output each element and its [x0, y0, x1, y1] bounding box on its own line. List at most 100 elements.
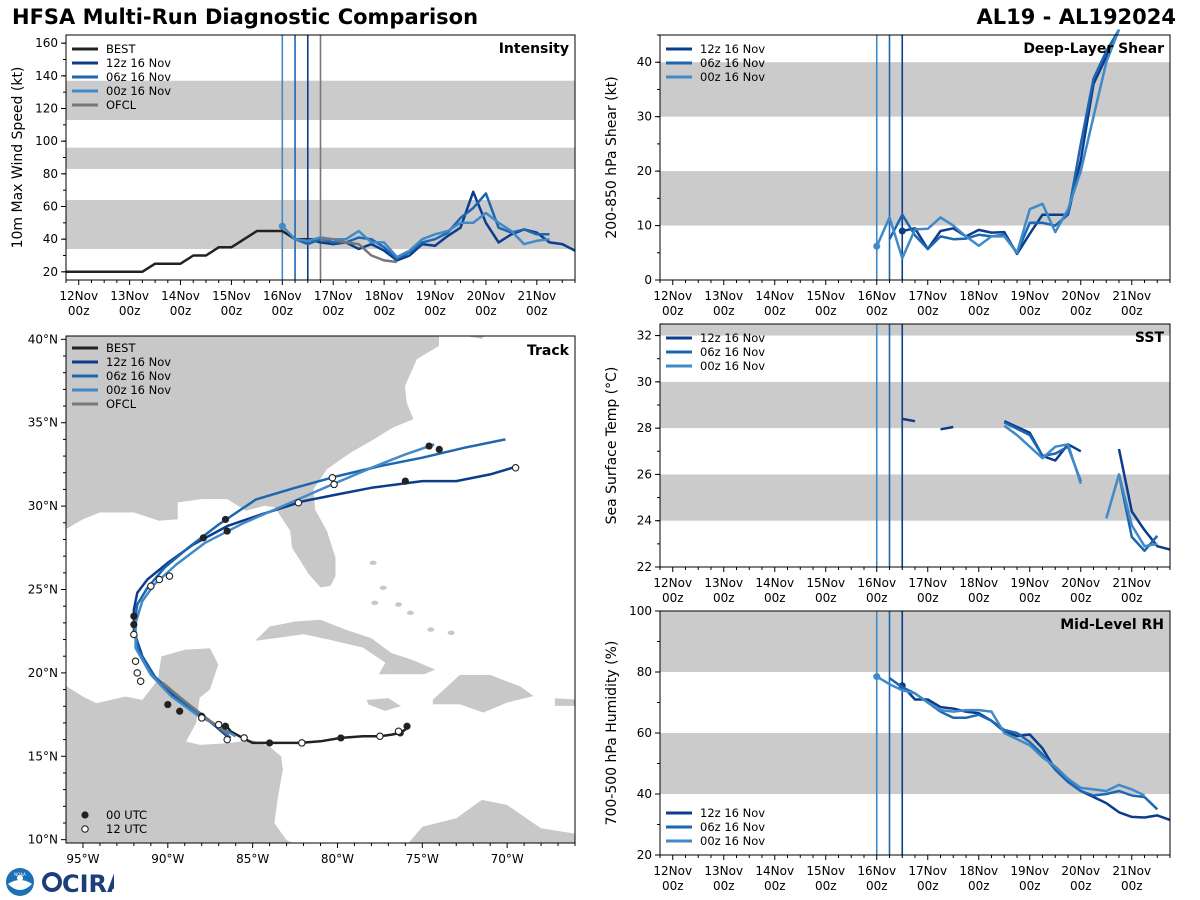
track-point-00utc	[130, 620, 138, 629]
x-tick-label: 13Nov	[110, 289, 149, 303]
x-tick-label: 17Nov	[908, 864, 947, 878]
x-tick-label: 12Nov	[653, 289, 692, 303]
y-tick-label: 100	[629, 604, 652, 618]
x-tick-label: 00z	[713, 879, 735, 893]
y-axis-label: 700-500 hPa Humidity (%)	[604, 641, 620, 826]
x-tick-label: 14Nov	[161, 289, 200, 303]
track-point-00utc	[164, 700, 172, 709]
x-tick-label: 90°W	[151, 852, 184, 866]
series-line-r12z	[1117, 448, 1171, 551]
x-tick-label: 95°W	[66, 852, 99, 866]
legend-label: 06z 16 Nov	[700, 820, 765, 834]
x-tick-label: 17Nov	[908, 576, 947, 590]
y-tick-label: 0	[644, 273, 652, 287]
track-point-00utc	[221, 722, 230, 730]
x-tick-label: 00z	[272, 304, 294, 318]
panel-track: 95°W 90°W 85°W 80°W 75°W 70°W 10°N 15°N 20°N 25°N…	[28, 332, 576, 866]
legend-label: OFCL	[106, 98, 137, 112]
x-tick-label: 00z	[1070, 591, 1092, 605]
legend-label: 12z 16 Nov	[106, 56, 171, 70]
x-tick-label: 18Nov	[959, 289, 998, 303]
legend-label: 12 UTC	[106, 822, 147, 836]
shading-band	[660, 324, 1170, 336]
x-tick-label: 00z	[1070, 304, 1092, 318]
land-bahamas-island	[371, 600, 379, 606]
y-tick-label: 10°N	[28, 833, 58, 847]
shading-band	[660, 171, 1170, 226]
x-tick-label: 00z	[1019, 591, 1041, 605]
panel-title: Track	[527, 343, 570, 359]
y-tick-label: 80	[637, 665, 652, 679]
x-tick-label: 00z	[475, 304, 497, 318]
x-tick-label: 12Nov	[59, 289, 98, 303]
legend-label: 12z 16 Nov	[700, 42, 765, 56]
y-tick-label: 140	[35, 69, 58, 83]
x-tick-label: 14Nov	[755, 576, 794, 590]
y-tick-label: 20°N	[28, 666, 58, 680]
y-tick-label: 26	[637, 467, 652, 481]
y-tick-label: 40°N	[28, 332, 58, 346]
track-point-12utc	[294, 499, 303, 507]
track-point-12utc	[240, 734, 248, 742]
track-point-12utc	[376, 732, 384, 741]
series-line-r00z	[875, 29, 1121, 260]
track-point-00utc	[337, 734, 345, 742]
y-tick-label: 60	[43, 200, 58, 214]
storm-id-title: AL19 - AL192024	[976, 5, 1177, 29]
series-line-r00z	[876, 675, 1146, 797]
x-tick-label: 00z	[866, 304, 888, 318]
legend-label: 06z 16 Nov	[106, 369, 171, 383]
x-tick-label: 00z	[68, 304, 90, 318]
y-tick-label: 20	[637, 848, 652, 862]
track-point-12utc	[130, 630, 138, 639]
init-point-marker	[898, 227, 906, 235]
x-tick-label: 20Nov	[1061, 576, 1100, 590]
x-tick-label: 00z	[221, 304, 243, 318]
x-tick-label: 00z	[424, 304, 446, 318]
legend-label: 00z 16 Nov	[700, 70, 765, 84]
x-tick-label: 16Nov	[857, 289, 896, 303]
x-tick-label: 75°W	[406, 852, 439, 866]
land-bahamas-island	[369, 560, 377, 566]
x-tick-label: 00z	[1121, 591, 1143, 605]
noaa-seal-icon: NOAA	[6, 868, 34, 896]
y-tick-label: 40	[637, 787, 652, 801]
series-line-r00z	[1105, 473, 1158, 548]
x-tick-label: 70°W	[491, 852, 524, 866]
track-line-r06z	[132, 438, 506, 739]
y-tick-label: 25°N	[28, 583, 58, 597]
y-tick-label: 15°N	[28, 749, 58, 763]
land-bahamas-island	[395, 602, 403, 607]
track-point-00utc	[130, 612, 138, 620]
land-north-america	[66, 336, 486, 589]
land-south-america	[407, 799, 575, 843]
x-tick-label: 00z	[1121, 304, 1143, 318]
track-point-12utc	[214, 720, 223, 729]
x-tick-label: 17Nov	[314, 289, 353, 303]
x-tick-label: 19Nov	[1010, 576, 1049, 590]
panel-rh: 12Nov00z13Nov00z14Nov00z15Nov00z16Nov00z…	[604, 604, 1171, 893]
x-tick-label: 00z	[373, 304, 395, 318]
x-tick-label: 17Nov	[908, 289, 947, 303]
x-tick-label: 21Nov	[1112, 289, 1151, 303]
track-point-12utc	[511, 464, 520, 472]
series-line-ofcl	[320, 237, 398, 264]
legend-label: 00z 16 Nov	[106, 84, 171, 98]
y-axis-label: Sea Surface Temp (°C)	[604, 367, 620, 525]
track-point-12utc	[165, 572, 174, 580]
y-tick-label: 160	[35, 36, 58, 50]
init-point-marker	[873, 242, 881, 250]
land-hispaniola	[432, 674, 535, 714]
basemap	[66, 336, 575, 843]
y-tick-label: 120	[35, 102, 58, 116]
series-line-r06z	[294, 192, 550, 261]
x-tick-label: 15Nov	[806, 576, 845, 590]
x-tick-label: 20Nov	[467, 289, 506, 303]
x-tick-label: 19Nov	[1010, 864, 1049, 878]
legend-label: 12z 16 Nov	[700, 806, 765, 820]
track-point-00utc	[266, 739, 274, 747]
track-point-12utc	[136, 677, 145, 685]
x-tick-label: 14Nov	[755, 289, 794, 303]
x-tick-label: 00z	[662, 304, 684, 318]
